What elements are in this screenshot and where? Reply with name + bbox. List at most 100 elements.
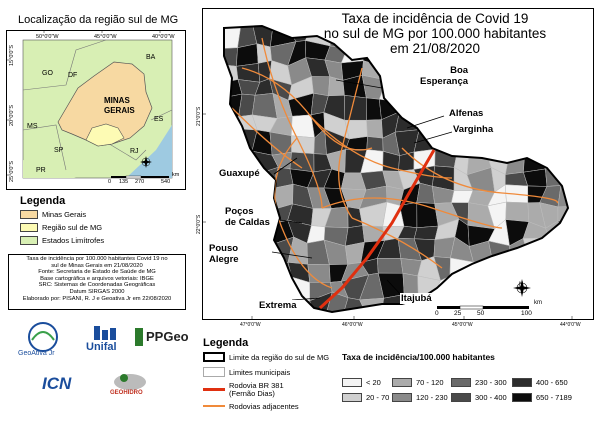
inset-label-mg-2: GERAIS: [104, 106, 135, 115]
legend-swatch-region: [203, 352, 225, 362]
inset-scale-3: 540: [161, 179, 171, 185]
incidence-swatch: [451, 378, 471, 387]
br381-road: [318, 149, 436, 310]
inset-label-rj: RJ: [130, 148, 139, 155]
incidence-swatch: [392, 393, 412, 402]
city-label-varginha: Varginha: [452, 124, 495, 135]
south-mg-shape: [85, 123, 125, 147]
inset-tick-top-3: 40°0'0"W: [152, 34, 175, 40]
inset-legend-item-1: Minas Gerais: [42, 210, 87, 219]
minas-gerais-shape: [57, 61, 153, 147]
municipality: [402, 272, 419, 295]
legend-item-municipal: Limites municipais: [229, 368, 291, 377]
map-scale-50: 50: [477, 310, 485, 317]
inset-label-go: GO: [42, 70, 53, 77]
incidence-class-label: 120 - 230: [416, 393, 448, 402]
geoativa-logo: GeoAtiva Jr: [18, 320, 68, 364]
incidence-class-label: 400 - 650: [536, 378, 568, 387]
map-tick-left-1: 21°0'0"S: [196, 106, 202, 126]
municipality: [236, 43, 259, 67]
map-title-line-3: em 21/08/2020: [389, 41, 481, 56]
inset-title: Localização da região sul de MG: [18, 14, 179, 26]
map-title-line-2: no sul de MG por 100.000 habitantes: [323, 26, 547, 41]
credit-line-2: sul de Minas Gerais em 21/08/2020: [51, 262, 143, 269]
map-scale-100: 100: [521, 310, 532, 317]
icn-logo: ICN: [40, 372, 84, 402]
map-scale-unit: km: [534, 300, 542, 306]
credit-line-7: Elaborado por: PISANI, R. J e Geoativa J…: [22, 295, 172, 302]
north-label: N: [519, 282, 524, 288]
city-pouso-1: Pouso: [209, 243, 239, 254]
inset-tick-top-1: 50°0'0"W: [36, 34, 59, 40]
icn-logo-text: ICN: [42, 374, 72, 393]
inset-scale-unit: km: [172, 172, 180, 178]
ocean-shape: [126, 125, 172, 178]
legend-swatch-adjacent: [203, 405, 225, 407]
city-label-pouso-alegre: Pouso Alegre: [208, 243, 240, 265]
city-label-pocos-de-caldas: Poços de Caldas: [224, 206, 271, 228]
inset-legend: Legenda Minas Gerais Região sul de MG Es…: [6, 192, 186, 250]
city-label-guaxupe: Guaxupé: [218, 168, 261, 179]
main-map: [202, 8, 594, 320]
incidence-class-label: 300 - 400: [475, 393, 507, 402]
city-pocos-1: Poços: [225, 206, 254, 217]
incidence-swatch: [392, 378, 412, 387]
incidence-swatch: [512, 393, 532, 402]
legend-title: Legenda: [203, 337, 249, 349]
map-tick-bottom-2: 46°0'0"W: [342, 322, 363, 328]
inset-tick-left-1: 15°0'0"S: [9, 44, 15, 66]
city-label-extrema: Extrema: [258, 300, 298, 311]
geohidro-logo-text: GEOHIDRO: [110, 390, 143, 396]
inset-tick-left-3: 25°0'0"S: [9, 160, 15, 182]
inset-tick-top-2: 45°0'0"W: [94, 34, 117, 40]
municipality: [505, 201, 530, 223]
swatch-minas: [20, 210, 38, 219]
incidence-swatch: [512, 378, 532, 387]
municipality: [376, 258, 404, 274]
city-label-boa-esperanca: Boa Esperança: [419, 65, 470, 87]
legend-item-br381: Rodovia BR 381 (Fernão Dias): [229, 381, 284, 398]
incidence-class-label: 650 - 7189: [536, 393, 572, 402]
inset-scale-0: 0: [108, 179, 112, 185]
incidence-legend-title: Taxa de incidência/100.000 habitantes: [342, 352, 495, 362]
credit-line-3: Fonte: Secretaria de Estado de Saúde de …: [38, 269, 156, 276]
unifal-logo-text: Unifal: [86, 341, 117, 353]
legend-swatch-br381: [203, 388, 225, 391]
inset-label-ms: MS: [27, 123, 38, 130]
credits-box: Taxa de incidência por 100.000 habitante…: [8, 254, 186, 310]
scale-bar: [437, 305, 529, 310]
unifal-logo: Unifal: [86, 324, 126, 358]
swatch-south: [20, 223, 38, 232]
inset-label-es: ES: [154, 116, 164, 123]
municipality: [366, 119, 383, 139]
inset-legend-item-2: Região sul de MG: [42, 223, 103, 232]
inset-legend-item-3: Estados Limítrofes: [42, 236, 105, 245]
municipality: [311, 76, 331, 97]
city-pouso-2: Alegre: [209, 254, 239, 265]
swatch-states: [20, 236, 38, 245]
city-boa-2: Esperança: [420, 76, 469, 87]
city-label-alfenas: Alfenas: [448, 108, 485, 119]
municipality: [344, 95, 367, 121]
city-label-itajuba: Itajubá: [400, 293, 433, 304]
inset-label-pr: PR: [36, 167, 46, 174]
inset-label-ba: BA: [146, 54, 156, 61]
legend-item-region: Limite da região do sul de MG: [229, 353, 330, 362]
inset-label-df: DF: [68, 72, 78, 79]
map-tick-bottom-4: 44°0'0"W: [560, 322, 581, 328]
map-title: Taxa de incidência de Covid 19 no sul de…: [315, 11, 555, 56]
municipality: [307, 264, 331, 283]
incidence-swatch: [342, 393, 362, 402]
incidence-class-label: 230 - 300: [475, 378, 507, 387]
geoativa-logo-text: GeoAtiva Jr: [18, 350, 55, 357]
credit-line-5: SRC: Sistemas de Coordenadas Geográficas: [38, 282, 156, 289]
inset-scale-1: 135: [119, 179, 129, 185]
map-title-line-1: Taxa de incidência de Covid 19: [341, 11, 529, 26]
map-tick-bottom-1: 47°0'0"W: [240, 322, 261, 328]
map-scale-25: 25: [454, 310, 462, 317]
inset-tick-left-2: 20°0'0"S: [9, 104, 15, 126]
credit-line-4: Base cartográfica e arquivos vetoriais: …: [40, 275, 154, 282]
ppgeo-logo: PPGeo: [134, 327, 194, 355]
geohidro-logo: GEOHIDRO: [102, 370, 162, 402]
inset-scale-2: 270: [135, 179, 145, 185]
